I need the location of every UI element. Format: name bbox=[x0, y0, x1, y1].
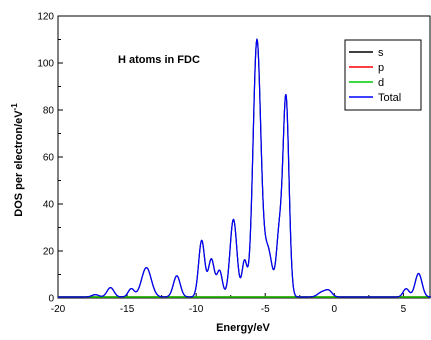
x-tick-label: -15 bbox=[120, 304, 135, 315]
legend: spd Total bbox=[344, 39, 422, 111]
x-tick-label: -20 bbox=[51, 304, 66, 315]
x-tick-label: 0 bbox=[332, 304, 338, 315]
y-axis-label-sup: -1 bbox=[10, 103, 19, 111]
chart-annotation: H atoms in FDC bbox=[118, 54, 200, 66]
legend-label-d: d bbox=[378, 77, 384, 89]
x-tick-label: -10 bbox=[189, 304, 204, 315]
legend-label-p: p bbox=[378, 62, 384, 74]
y-tick-label: 80 bbox=[43, 106, 55, 117]
series-line-Total bbox=[58, 38, 431, 298]
x-tick-label: 5 bbox=[401, 304, 407, 315]
y-tick-label: 0 bbox=[48, 294, 54, 305]
y-tick-label: 40 bbox=[43, 200, 55, 211]
y-axis-label-main: DOS per electron/eV bbox=[13, 110, 25, 217]
y-tick-label: 60 bbox=[43, 153, 55, 164]
legend-label-Total: Total bbox=[378, 92, 401, 104]
y-tick-label: 20 bbox=[43, 247, 55, 258]
series-layer bbox=[58, 38, 431, 298]
x-tick-label: -5 bbox=[261, 304, 270, 315]
y-tick-label: 120 bbox=[37, 12, 54, 23]
legend-label-s: s bbox=[378, 47, 384, 59]
y-axis-label: DOS per electron/eV-1 bbox=[10, 103, 25, 217]
x-axis-label: Energy/eV bbox=[216, 322, 270, 334]
y-tick-label: 100 bbox=[37, 59, 54, 70]
